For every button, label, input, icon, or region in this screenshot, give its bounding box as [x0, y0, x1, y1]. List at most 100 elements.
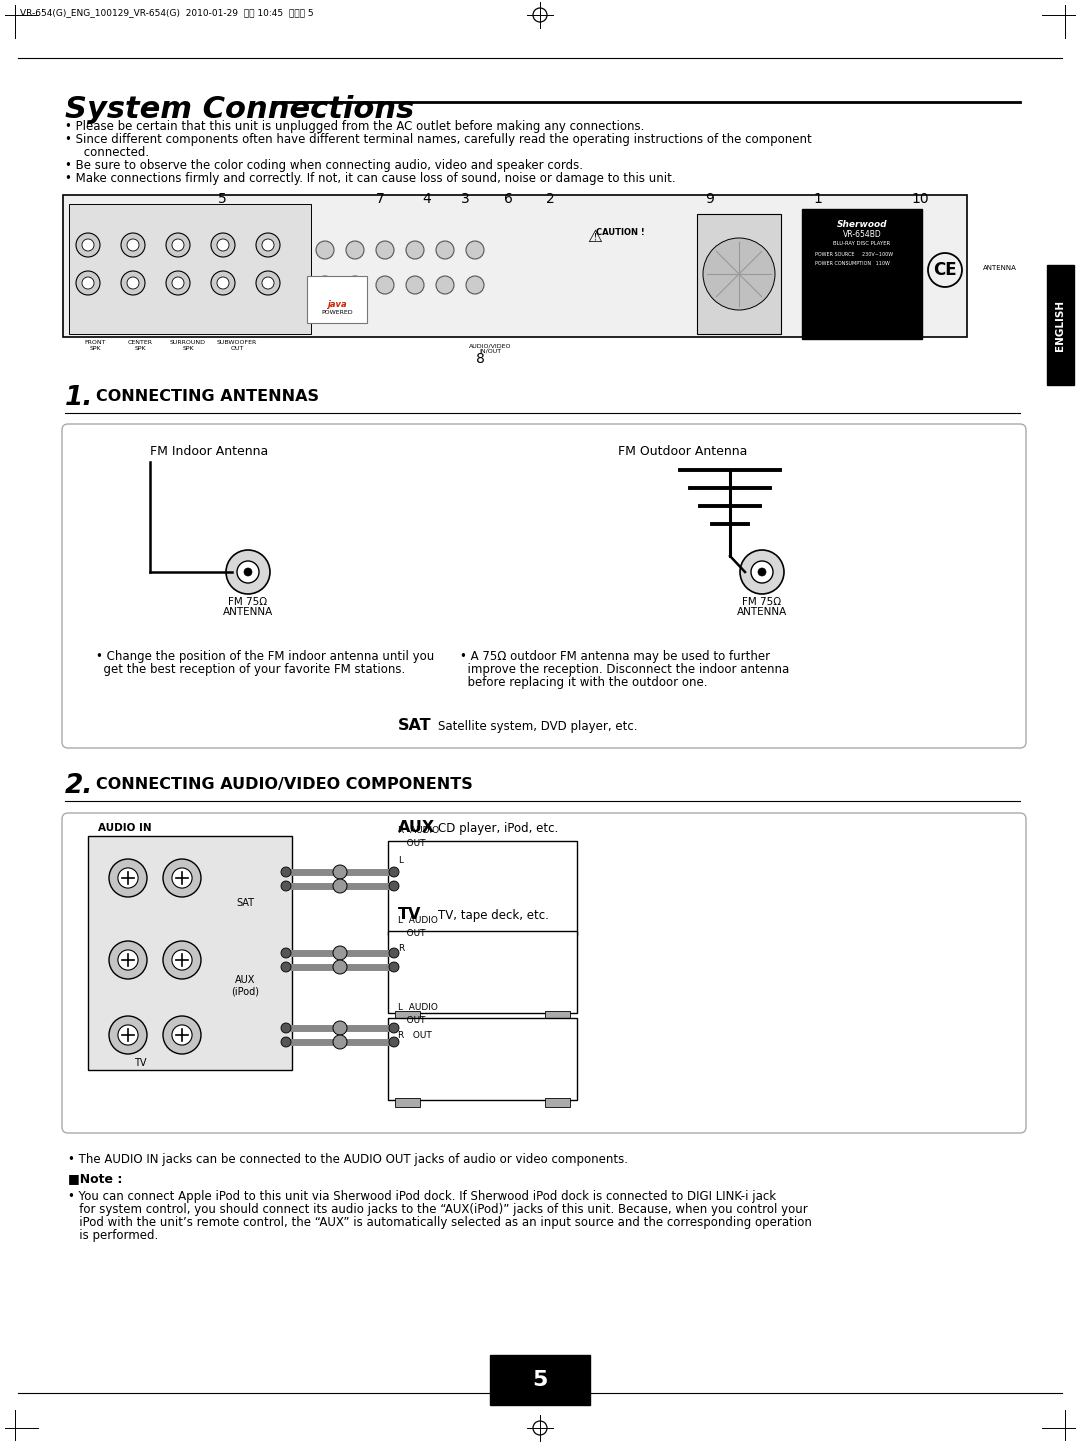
Circle shape — [172, 277, 184, 289]
Circle shape — [281, 948, 291, 958]
Circle shape — [316, 276, 334, 294]
Text: R  AUDIO: R AUDIO — [399, 825, 440, 835]
Text: CAUTION !: CAUTION ! — [596, 228, 645, 237]
Circle shape — [163, 859, 201, 898]
Circle shape — [256, 271, 280, 294]
Circle shape — [346, 276, 364, 294]
Circle shape — [166, 232, 190, 257]
Text: TV: TV — [399, 908, 421, 922]
Circle shape — [109, 1016, 147, 1053]
Text: OUT: OUT — [399, 838, 426, 848]
Text: ENGLISH: ENGLISH — [1055, 300, 1066, 351]
Text: R: R — [399, 944, 404, 952]
Circle shape — [389, 1023, 399, 1033]
FancyBboxPatch shape — [395, 1098, 420, 1107]
FancyBboxPatch shape — [545, 1098, 570, 1107]
Circle shape — [172, 867, 192, 887]
Circle shape — [751, 561, 773, 583]
Text: ANTENNA: ANTENNA — [983, 266, 1017, 271]
FancyBboxPatch shape — [802, 209, 922, 339]
FancyBboxPatch shape — [388, 841, 577, 935]
Text: 5: 5 — [532, 1369, 548, 1390]
Text: POWER CONSUMPTION   110W: POWER CONSUMPTION 110W — [815, 261, 890, 266]
Text: CD player, iPod, etc.: CD player, iPod, etc. — [438, 823, 558, 835]
Circle shape — [376, 276, 394, 294]
Text: SAT: SAT — [237, 898, 254, 908]
Text: CONNECTING AUDIO/VIDEO COMPONENTS: CONNECTING AUDIO/VIDEO COMPONENTS — [96, 776, 473, 792]
Text: Satellite system, DVD player, etc.: Satellite system, DVD player, etc. — [438, 720, 637, 733]
Text: connected.: connected. — [65, 146, 149, 159]
Circle shape — [118, 867, 138, 887]
Text: 7: 7 — [376, 192, 384, 206]
Text: FM Outdoor Antenna: FM Outdoor Antenna — [618, 444, 747, 457]
Circle shape — [389, 882, 399, 890]
Text: VR-654(G)_ENG_100129_VR-654(G)  2010-01-29  오전 10:45  페이지 5: VR-654(G)_ENG_100129_VR-654(G) 2010-01-2… — [21, 9, 313, 17]
Text: R   OUT: R OUT — [399, 1030, 432, 1040]
Circle shape — [333, 947, 347, 960]
Text: FM 75Ω: FM 75Ω — [229, 597, 268, 608]
Circle shape — [121, 232, 145, 257]
Circle shape — [281, 1023, 291, 1033]
FancyBboxPatch shape — [388, 931, 577, 1013]
Circle shape — [217, 277, 229, 289]
Circle shape — [244, 569, 252, 576]
Circle shape — [118, 1025, 138, 1045]
Text: • Make connections firmly and correctly. If not, it can cause loss of sound, noi: • Make connections firmly and correctly.… — [65, 172, 676, 185]
Circle shape — [333, 879, 347, 893]
Circle shape — [76, 232, 100, 257]
Text: FM 75Ω: FM 75Ω — [742, 597, 782, 608]
Circle shape — [76, 271, 100, 294]
Circle shape — [316, 241, 334, 258]
FancyBboxPatch shape — [545, 934, 570, 942]
Text: • Since different components often have different terminal names, carefully read: • Since different components often have … — [65, 133, 812, 146]
Circle shape — [406, 276, 424, 294]
FancyBboxPatch shape — [69, 203, 311, 333]
Text: SUBWOOFER
OUT: SUBWOOFER OUT — [217, 341, 257, 351]
Text: • Change the position of the FM indoor antenna until you: • Change the position of the FM indoor a… — [96, 649, 434, 662]
Text: 2.: 2. — [65, 773, 93, 799]
Text: VR-654BD: VR-654BD — [842, 229, 881, 240]
Text: 5: 5 — [218, 192, 227, 206]
Circle shape — [346, 241, 364, 258]
Text: AUDIO IN: AUDIO IN — [98, 823, 151, 833]
FancyBboxPatch shape — [307, 276, 367, 323]
FancyBboxPatch shape — [395, 1012, 420, 1020]
Circle shape — [389, 948, 399, 958]
Text: POWERED: POWERED — [321, 310, 353, 315]
Circle shape — [109, 941, 147, 978]
Circle shape — [465, 276, 484, 294]
Circle shape — [389, 962, 399, 973]
Circle shape — [262, 240, 274, 251]
Text: Sherwood: Sherwood — [837, 219, 888, 229]
Text: 8: 8 — [475, 352, 485, 367]
FancyBboxPatch shape — [62, 424, 1026, 747]
Circle shape — [333, 1022, 347, 1035]
Text: AUDIO/VIDEO
IN/OUT: AUDIO/VIDEO IN/OUT — [469, 343, 511, 354]
Circle shape — [211, 271, 235, 294]
Text: 9: 9 — [705, 192, 715, 206]
Circle shape — [172, 1025, 192, 1045]
Text: CENTER
SPK: CENTER SPK — [127, 341, 152, 351]
Text: BLU-RAY DISC PLAYER: BLU-RAY DISC PLAYER — [834, 241, 891, 245]
Circle shape — [82, 240, 94, 251]
Circle shape — [211, 232, 235, 257]
Circle shape — [109, 859, 147, 898]
Text: 3: 3 — [461, 192, 470, 206]
Text: SURROUND
SPK: SURROUND SPK — [170, 341, 206, 351]
Circle shape — [127, 277, 139, 289]
FancyBboxPatch shape — [388, 1017, 577, 1100]
FancyBboxPatch shape — [490, 1355, 590, 1405]
Text: • Please be certain that this unit is unplugged from the AC outlet before making: • Please be certain that this unit is un… — [65, 120, 645, 133]
Text: CONNECTING ANTENNAS: CONNECTING ANTENNAS — [96, 390, 319, 404]
Text: FRONT
SPK: FRONT SPK — [84, 341, 106, 351]
Text: TV: TV — [134, 1058, 146, 1068]
Circle shape — [281, 962, 291, 973]
Text: 2: 2 — [545, 192, 554, 206]
Circle shape — [226, 550, 270, 595]
Circle shape — [436, 276, 454, 294]
Text: get the best reception of your favorite FM stations.: get the best reception of your favorite … — [96, 662, 405, 675]
Circle shape — [281, 882, 291, 890]
Circle shape — [166, 271, 190, 294]
Text: iPod with the unit’s remote control, the “AUX” is automatically selected as an i: iPod with the unit’s remote control, the… — [68, 1216, 812, 1229]
Text: ANTENNA: ANTENNA — [222, 608, 273, 618]
